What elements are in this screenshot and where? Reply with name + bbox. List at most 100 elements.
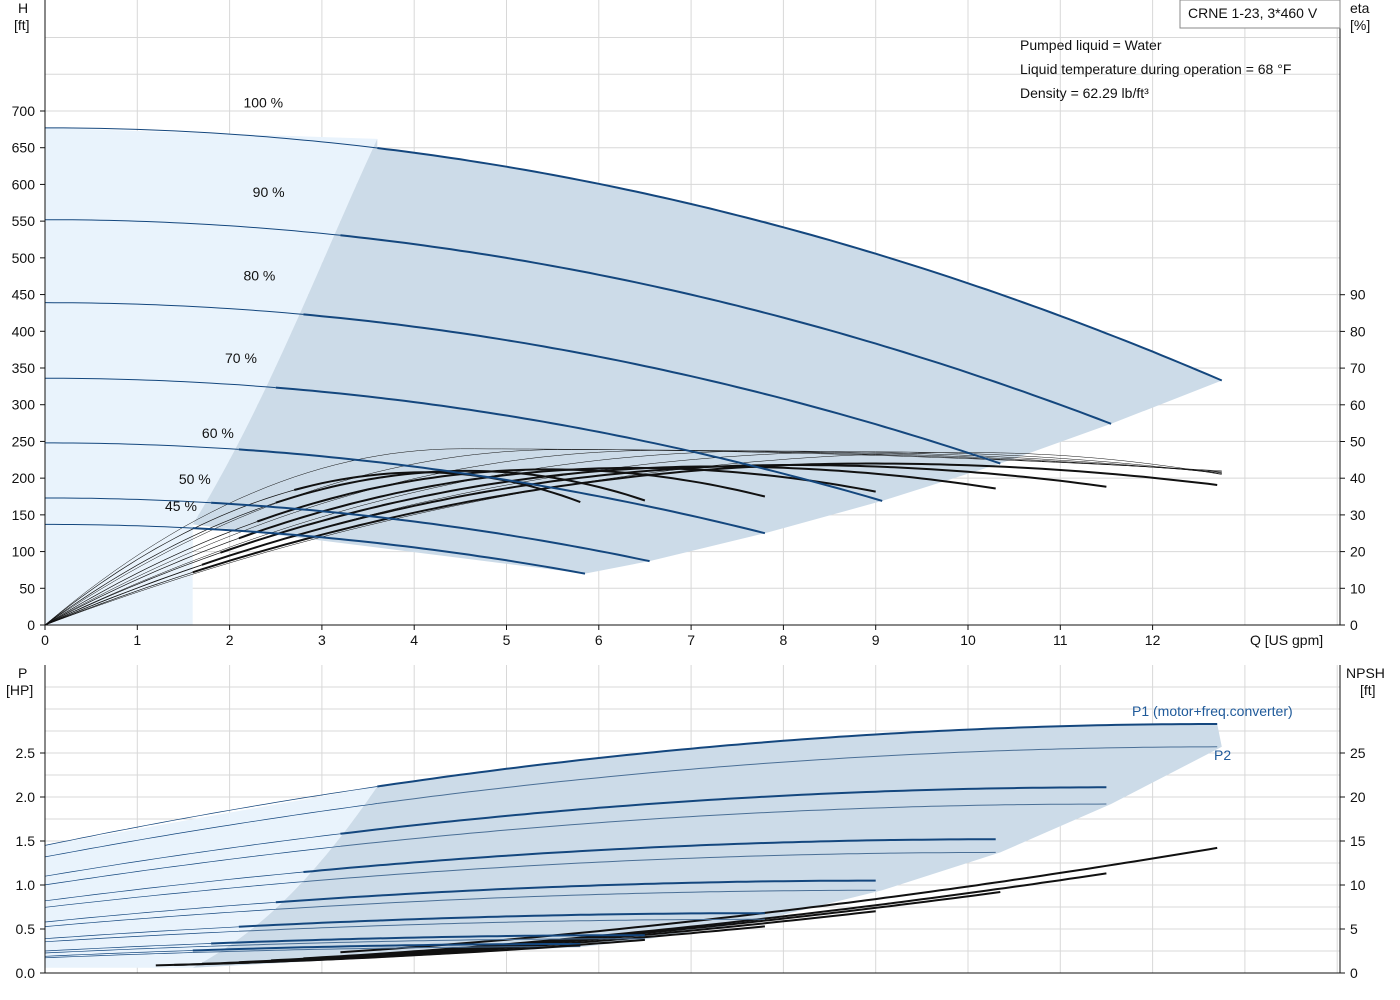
x-tick-label: 6 bbox=[595, 632, 603, 648]
y-axis-unit-ft: [ft] bbox=[14, 17, 30, 33]
p2-curve-6 bbox=[211, 938, 645, 947]
y2-tick-label: 50 bbox=[1350, 434, 1366, 450]
npsh-curve-1 bbox=[340, 846, 1218, 954]
y2-tick-label: 10 bbox=[1350, 580, 1366, 596]
speed-label: 80 % bbox=[243, 268, 275, 284]
top-axes: 0501001502002503003504004505005506006507… bbox=[12, 0, 1366, 648]
y2-tick-label: 90 bbox=[1350, 287, 1366, 303]
y2-tick-label: 20 bbox=[1350, 544, 1366, 560]
head-curve-2 bbox=[340, 234, 1112, 425]
efficiency-curve-thin bbox=[45, 489, 295, 626]
p2-curve-4 bbox=[275, 889, 876, 910]
y2-tick-label: 0 bbox=[1350, 617, 1358, 633]
y2-tick-label: 60 bbox=[1350, 397, 1366, 413]
x-tick-label: 8 bbox=[780, 632, 788, 648]
speed-label: 50 % bbox=[179, 471, 211, 487]
x-axis-label: Q [US gpm] bbox=[1250, 632, 1323, 648]
low-flow-region bbox=[45, 127, 378, 567]
y-tick-label: 50 bbox=[19, 580, 35, 596]
head-curves bbox=[45, 127, 1223, 575]
y-tick-label: 450 bbox=[12, 287, 36, 303]
p2-curve-thin bbox=[45, 845, 341, 886]
efficiency-curve-2 bbox=[201, 464, 1107, 566]
speed-label: 60 % bbox=[202, 425, 234, 441]
x-tick-label: 4 bbox=[410, 632, 418, 648]
power-npsh-panel: 0.0 0.5 1.0 1.5 2.0 2.5 0 5 10 15 20 25 P [HP] NPSH… bbox=[6, 665, 1385, 981]
p1-curve-7 bbox=[192, 943, 581, 952]
head-curve-3 bbox=[303, 313, 1001, 465]
x-tick-label: 0 bbox=[41, 632, 49, 648]
npsh-axis-label: NPSH bbox=[1346, 665, 1385, 681]
p2-curve-3 bbox=[303, 851, 996, 883]
head-curve-1 bbox=[377, 147, 1223, 382]
efficiency-aux-curve bbox=[45, 452, 1222, 626]
p2-curve-5 bbox=[238, 918, 765, 932]
x-tick-label: 1 bbox=[133, 632, 141, 648]
npsh-tick-label: 5 bbox=[1350, 921, 1358, 937]
y-tick-label: 500 bbox=[12, 250, 36, 266]
p1-curve-5 bbox=[238, 912, 765, 928]
p2-curve-thin bbox=[45, 908, 276, 927]
x-tick-label: 5 bbox=[503, 632, 511, 648]
y-tick-label: 700 bbox=[12, 103, 36, 119]
x-tick-label: 3 bbox=[318, 632, 326, 648]
p1-label: P1 (motor+freq.converter) bbox=[1132, 703, 1293, 719]
x-tick-label: 10 bbox=[960, 632, 976, 648]
npsh-tick-label: 20 bbox=[1350, 789, 1366, 805]
efficiency-aux-curve bbox=[45, 451, 1222, 626]
head-curve-thin bbox=[45, 497, 212, 504]
p-tick-label: 2.5 bbox=[16, 745, 36, 761]
p1-curve-thin bbox=[45, 833, 341, 877]
y2-tick-label: 70 bbox=[1350, 360, 1366, 376]
x-tick-label: 7 bbox=[687, 632, 695, 648]
p2-curve-thin bbox=[45, 930, 239, 943]
p-tick-label: 0.0 bbox=[16, 965, 36, 981]
efficiency-curve-thin bbox=[45, 521, 258, 626]
y-axis-label-h: H bbox=[18, 0, 28, 16]
speed-label: 45 % bbox=[165, 498, 197, 514]
p-axis-unit: [HP] bbox=[6, 682, 33, 698]
p2-curve-1 bbox=[377, 746, 1218, 804]
speed-label: 90 % bbox=[253, 184, 285, 200]
p1-curve-thin bbox=[45, 926, 239, 940]
npsh-tick-label: 10 bbox=[1350, 877, 1366, 893]
p1-curve-1 bbox=[377, 723, 1218, 788]
efficiency-curves bbox=[45, 448, 1222, 626]
speed-label: 70 % bbox=[225, 350, 257, 366]
efficiency-curve-thin bbox=[45, 571, 193, 626]
speed-labels: 100 % 90 % 80 % 70 % 60 % 50 % 45 % bbox=[165, 94, 285, 514]
npsh-tick-label: 0 bbox=[1350, 965, 1358, 981]
p2-label: P2 bbox=[1214, 747, 1231, 763]
info-box: CRNE 1-23, 3*460 V Pumped liquid = Water… bbox=[1020, 0, 1341, 101]
x-tick-label: 12 bbox=[1145, 632, 1161, 648]
bottom-low-flow-region bbox=[45, 786, 378, 968]
efficiency-curve-thin bbox=[45, 537, 239, 626]
y-tick-label: 350 bbox=[12, 360, 36, 376]
bottom-axes: 0.0 0.5 1.0 1.5 2.0 2.5 0 5 10 15 20 25 bbox=[16, 665, 1366, 981]
npsh-axis-unit: [ft] bbox=[1360, 682, 1376, 698]
head-efficiency-panel: 0501001502002503003504004505005506006507… bbox=[12, 0, 1370, 648]
title-box bbox=[1179, 0, 1341, 29]
p1-curve-thin bbox=[45, 943, 212, 952]
y2-axis-label-eta: eta bbox=[1350, 0, 1370, 16]
p-tick-label: 2.0 bbox=[16, 789, 36, 805]
p1-curve-thin bbox=[45, 901, 276, 923]
head-curve-thin bbox=[45, 523, 193, 529]
npsh-tick-label: 25 bbox=[1350, 745, 1366, 761]
head-curve-5 bbox=[238, 448, 766, 535]
head-curve-7 bbox=[192, 527, 586, 575]
p1-curve-thin bbox=[45, 950, 193, 957]
bottom-operating-range bbox=[45, 724, 1222, 968]
npsh-tick-label: 15 bbox=[1350, 833, 1366, 849]
info-liquid: Pumped liquid = Water bbox=[1020, 37, 1162, 53]
x-tick-label: 2 bbox=[226, 632, 234, 648]
p1-curve-3 bbox=[303, 838, 996, 873]
y2-axis-unit-percent: [%] bbox=[1350, 17, 1370, 33]
y-tick-label: 600 bbox=[12, 176, 36, 192]
x-tick-label: 11 bbox=[1053, 632, 1068, 648]
y-tick-label: 0 bbox=[27, 617, 35, 633]
y2-tick-label: 80 bbox=[1350, 323, 1366, 339]
y-tick-label: 550 bbox=[12, 213, 36, 229]
p2-curve-7 bbox=[192, 946, 581, 953]
